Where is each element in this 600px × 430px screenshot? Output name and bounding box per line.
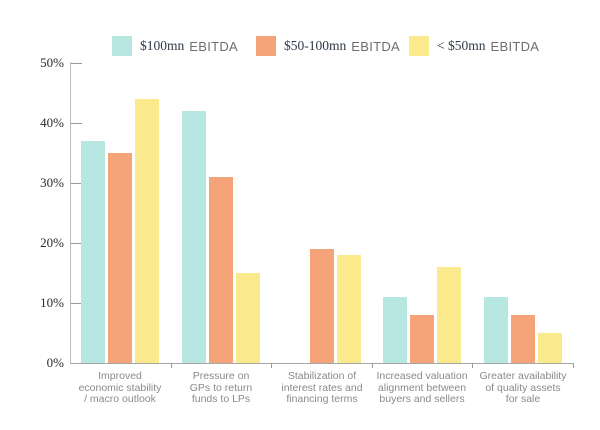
y-axis-label: 50% bbox=[40, 55, 64, 70]
legend-item-under-50mn-ebitda: < $50mn EBITDA bbox=[409, 36, 539, 56]
legend-label-amount: $100mn bbox=[140, 38, 185, 53]
x-axis-tick bbox=[171, 363, 172, 368]
bar-series2-cat1 bbox=[236, 273, 260, 363]
bar-series2-cat0 bbox=[135, 99, 159, 363]
legend-label-suffix: EBITDA bbox=[490, 38, 540, 54]
legend-label-suffix: EBITDA bbox=[189, 38, 239, 54]
category-label: Increased valuation alignment between bu… bbox=[376, 370, 468, 405]
bar-series1-cat3 bbox=[410, 315, 434, 363]
bar-series1-cat4 bbox=[511, 315, 535, 363]
bar-series0-cat0 bbox=[81, 141, 105, 363]
x-axis-line bbox=[70, 363, 574, 364]
y-axis-label: 10% bbox=[40, 295, 64, 310]
y-axis-tick bbox=[71, 183, 82, 184]
bar-series1-cat2 bbox=[310, 249, 334, 363]
bar-series0-cat3 bbox=[383, 297, 407, 363]
y-axis-tick bbox=[71, 63, 82, 64]
x-axis-tick bbox=[472, 363, 473, 368]
y-axis-label: 30% bbox=[40, 175, 64, 190]
x-axis-tick bbox=[271, 363, 272, 368]
x-axis-tick bbox=[573, 363, 574, 368]
legend-swatch-50-100mn bbox=[256, 36, 276, 56]
bar-series0-cat4 bbox=[484, 297, 508, 363]
y-axis-label: 0% bbox=[46, 355, 64, 370]
legend-swatch-under-50mn bbox=[409, 36, 429, 56]
category-label: Greater availability of quality assets f… bbox=[479, 370, 567, 405]
bar-series2-cat2 bbox=[337, 255, 361, 363]
legend-item-50-100mn-ebitda: $50-100mn EBITDA bbox=[256, 36, 400, 56]
legend-swatch-100mn bbox=[112, 36, 132, 56]
y-axis-tick bbox=[71, 303, 82, 304]
y-axis-label: 40% bbox=[40, 115, 64, 130]
legend-label-suffix: EBITDA bbox=[351, 38, 401, 54]
bar-series2-cat3 bbox=[437, 267, 461, 363]
bar-series0-cat1 bbox=[182, 111, 206, 363]
x-axis-tick bbox=[372, 363, 373, 368]
bar-series1-cat1 bbox=[209, 177, 233, 363]
bar-series1-cat0 bbox=[108, 153, 132, 363]
legend-label-amount: $50-100mn bbox=[284, 38, 347, 53]
y-axis-label: 20% bbox=[40, 235, 64, 250]
bar-series2-cat4 bbox=[538, 333, 562, 363]
y-axis-line bbox=[70, 62, 71, 363]
y-axis-tick bbox=[71, 123, 82, 124]
category-label: Improved economic stability / macro outl… bbox=[78, 370, 162, 405]
legend-label-amount: < $50mn bbox=[437, 38, 486, 53]
legend-item-100mn-ebitda: $100mn EBITDA bbox=[112, 36, 238, 56]
category-label: Stabilization of interest rates and fina… bbox=[281, 370, 363, 405]
category-label: Pressure on GPs to return funds to LPs bbox=[189, 370, 253, 405]
y-axis-tick bbox=[71, 243, 82, 244]
